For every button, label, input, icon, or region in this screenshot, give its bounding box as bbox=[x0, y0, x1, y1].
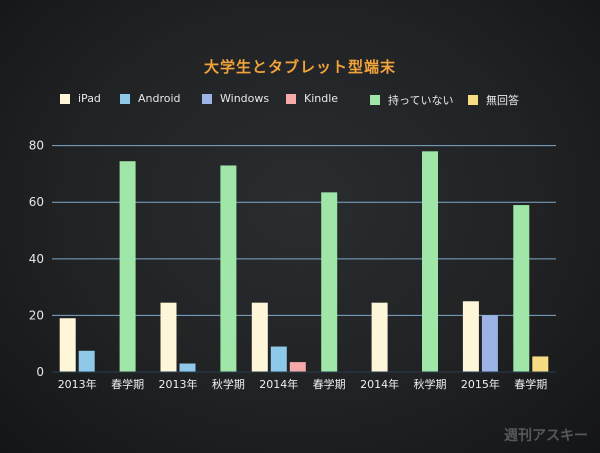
legend-item: iPad bbox=[60, 92, 101, 105]
y-tick-label: 80 bbox=[29, 139, 44, 153]
legend-label: iPad bbox=[78, 92, 101, 105]
legend-swatch bbox=[370, 95, 380, 105]
bar bbox=[220, 165, 237, 372]
x-tick-label: 春学期 bbox=[514, 377, 547, 391]
x-tick-label: 春学期 bbox=[111, 377, 144, 391]
bar bbox=[270, 346, 287, 372]
y-tick-label: 0 bbox=[36, 365, 44, 379]
x-tick-label: 2013年 bbox=[58, 377, 97, 391]
bar bbox=[513, 205, 530, 372]
bar bbox=[532, 356, 549, 372]
x-tick-label: 秋学期 bbox=[212, 377, 245, 391]
x-tick-label: 秋学期 bbox=[414, 377, 447, 391]
y-tick-label: 40 bbox=[29, 252, 44, 266]
legend-swatch bbox=[202, 93, 212, 104]
bar bbox=[78, 350, 95, 372]
bar bbox=[462, 301, 479, 372]
legend-item: Windows bbox=[202, 92, 269, 105]
legend-swatch bbox=[60, 93, 70, 104]
legend-swatch bbox=[468, 95, 478, 105]
legend-label: Kindle bbox=[304, 92, 339, 105]
bar bbox=[119, 161, 136, 372]
legend-swatch bbox=[120, 93, 130, 104]
bar bbox=[422, 151, 438, 372]
legend-item: Android bbox=[120, 92, 181, 105]
y-tick-label: 20 bbox=[29, 308, 44, 322]
legend-label: Windows bbox=[220, 92, 270, 105]
legend-label: 持っていない bbox=[388, 94, 454, 107]
chart-title: 大学生とタブレット型端末 bbox=[203, 58, 396, 76]
bar bbox=[481, 315, 498, 372]
legend-item: 持っていない bbox=[370, 92, 453, 108]
x-tick-label: 春学期 bbox=[313, 377, 346, 391]
x-tick-label: 2014年 bbox=[360, 377, 399, 391]
x-tick-label: 2013年 bbox=[159, 377, 198, 391]
legend-label: Android bbox=[138, 92, 181, 105]
x-tick-label: 2014年 bbox=[259, 377, 298, 391]
bar bbox=[179, 363, 196, 372]
bar bbox=[289, 362, 306, 372]
bar bbox=[251, 302, 268, 372]
legend-item: 無回答 bbox=[468, 92, 519, 108]
bar bbox=[59, 318, 76, 372]
y-tick-label: 60 bbox=[29, 195, 44, 209]
bar bbox=[160, 302, 177, 372]
bar bbox=[371, 302, 388, 372]
legend-label: 無回答 bbox=[486, 94, 519, 107]
legend-swatch bbox=[286, 93, 296, 104]
legend: iPad Android Windows Kindle 持っていない 無回答 bbox=[60, 92, 560, 110]
legend-item: Kindle bbox=[286, 92, 338, 105]
watermark: 週刊アスキー bbox=[504, 428, 588, 444]
x-tick-label: 2015年 bbox=[461, 377, 500, 391]
bar bbox=[321, 192, 338, 372]
